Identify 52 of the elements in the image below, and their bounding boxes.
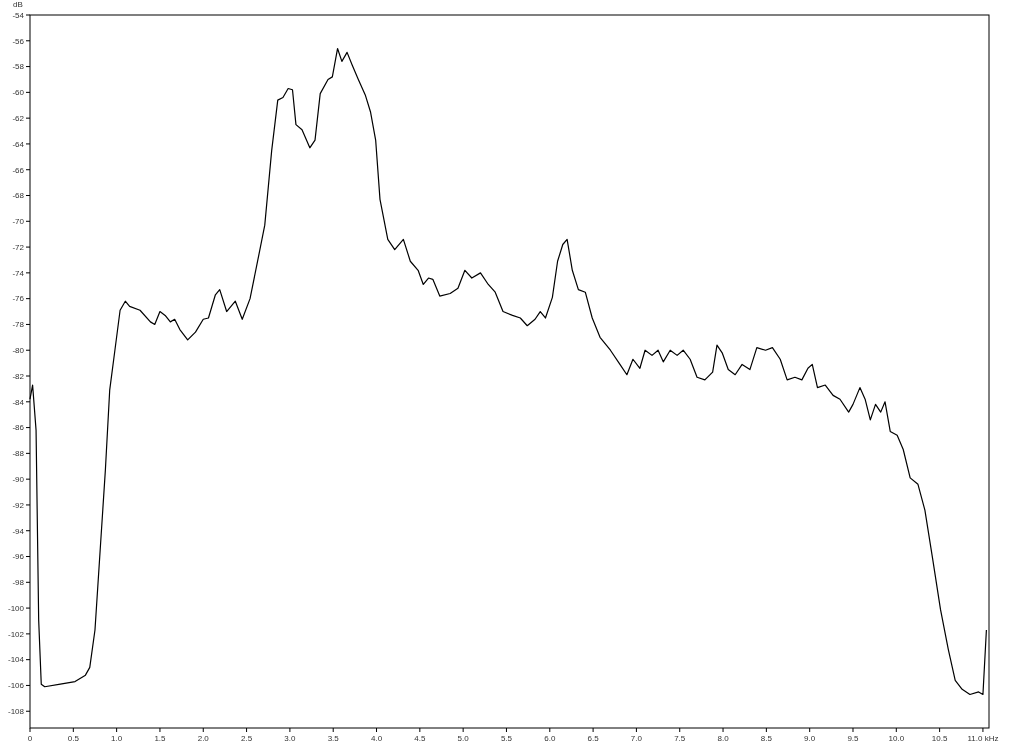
x-tick-label: 3.5 [327,734,340,743]
x-tick-label: 4.0 [370,734,383,743]
x-tick-label: 9.5 [847,734,860,743]
y-tick-label: -74 [12,268,25,278]
x-tick-label: 1.0 [111,734,123,743]
y-tick-label: -64 [12,139,25,149]
y-tick-label: -62 [12,113,25,123]
x-tick-label: 4.5 [414,734,426,743]
y-tick-label: -86 [12,423,25,433]
y-axis-title: dB [13,0,23,9]
x-tick-label: 8.5 [760,734,773,743]
y-tick-label: -88 [12,449,25,459]
y-tick-label: -106 [7,681,25,691]
y-tick-label: -80 [12,346,25,356]
y-tick-label: -78 [12,320,25,330]
y-tick-label: -72 [12,242,25,252]
x-tick-label: 2.0 [197,734,210,743]
x-tick-label: 0.5 [67,734,80,743]
x-tick-label: 10.0 [888,734,905,743]
x-tick-label: 6.0 [544,734,556,743]
x-tick-label: 5.5 [500,734,513,743]
y-tick-label: -98 [12,578,25,588]
x-tick-label: 11.0 kHz [967,734,999,743]
y-tick-label: -76 [12,294,25,304]
y-tick-label: -102 [7,629,25,639]
x-tick-label: 3.0 [284,734,296,743]
y-tick-label: -56 [12,36,25,46]
y-tick-label: -104 [7,655,25,665]
x-tick-label: 7.0 [630,734,643,743]
y-tick-label: -96 [12,552,25,562]
x-tick-label: 9.0 [804,734,816,743]
y-tick-label: -92 [12,500,25,510]
y-tick-label: -66 [12,165,25,175]
x-tick-label: 8.0 [717,734,730,743]
x-tick-label: 10.5 [931,734,948,743]
y-tick-label: -82 [12,371,25,381]
x-tick-label: 7.5 [674,734,686,743]
y-tick-label: -68 [12,191,25,201]
y-tick-label: -100 [7,603,25,613]
y-tick-label: -108 [7,707,25,717]
x-tick-label: 5.0 [457,734,470,743]
y-tick-label: -58 [12,62,25,72]
x-tick-label: 0 [27,734,33,743]
y-tick-label: -90 [12,474,25,484]
y-tick-label: -94 [12,526,25,536]
y-tick-label: -84 [12,397,25,407]
y-tick-label: -70 [12,217,25,227]
y-tick-label: -60 [12,88,25,98]
x-tick-label: 2.5 [241,734,253,743]
y-tick-label: -54 [12,10,25,20]
x-tick-label: 1.5 [154,734,167,743]
x-tick-label: 6.5 [587,734,600,743]
